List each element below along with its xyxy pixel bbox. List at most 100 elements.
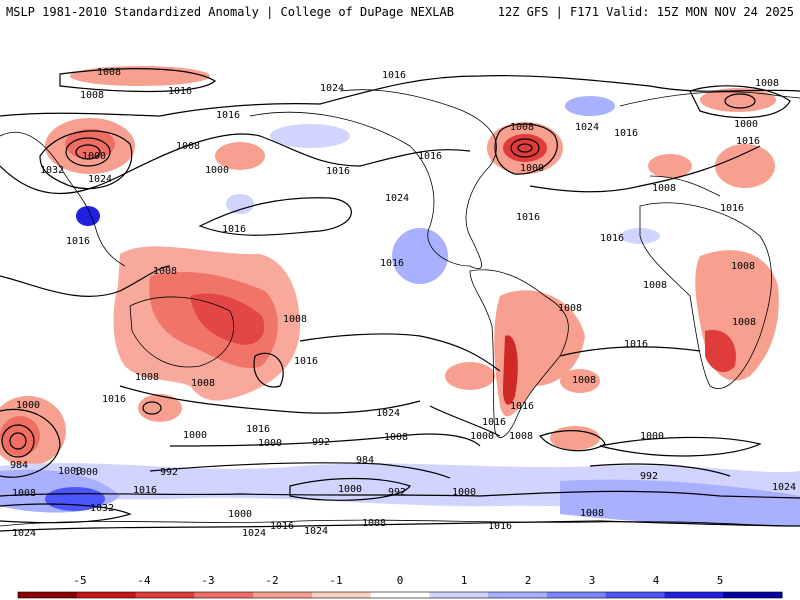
south-america-coast bbox=[469, 269, 569, 438]
isobar-labels: 1008 1016 1008 1016 1024 1016 1008 1016 … bbox=[10, 67, 796, 539]
colorbar-ticks: -5 -4 -3 -2 -1 0 1 2 3 4 5 bbox=[73, 574, 723, 587]
isobar-label: 984 bbox=[10, 460, 28, 471]
isobar-label: 1016 bbox=[488, 521, 512, 532]
isobar-label: 1008 bbox=[509, 431, 533, 442]
isobar-label: 1016 bbox=[720, 203, 744, 214]
isobar-label: 1008 bbox=[153, 266, 177, 277]
colorbar-segment bbox=[253, 592, 313, 598]
isobar-label: 1008 bbox=[755, 78, 779, 89]
isobar-label: 1008 bbox=[580, 508, 604, 519]
colorbar-tick-label: -2 bbox=[265, 574, 278, 587]
positive-anomaly-region bbox=[270, 124, 350, 148]
isobar-label: 1024 bbox=[304, 526, 328, 537]
isobar-label: 1032 bbox=[90, 503, 114, 514]
colorbar-segment bbox=[76, 592, 137, 598]
anomaly-colorbar: -5 -4 -3 -2 -1 0 1 2 3 4 5 bbox=[17, 574, 783, 599]
colorbar-tick-label: 4 bbox=[653, 574, 660, 587]
colorbar-tick-label: 0 bbox=[397, 574, 404, 587]
isobar-label: 1016 bbox=[380, 258, 404, 269]
map-title: MSLP 1981-2010 Standardized Anomaly | Co… bbox=[6, 5, 454, 19]
isobar-label: 1000 bbox=[82, 151, 106, 162]
isobar-label: 1032 bbox=[40, 165, 64, 176]
anomaly-shading bbox=[0, 66, 800, 526]
colorbar-tick-label: 1 bbox=[461, 574, 468, 587]
negative-anomaly-region bbox=[700, 88, 776, 112]
isobar-label: 1016 bbox=[66, 236, 90, 247]
colorbar-segment bbox=[664, 592, 724, 598]
colorbar-segment bbox=[135, 592, 195, 598]
isobar-label: 1000 bbox=[470, 431, 494, 442]
isobar-label: 1008 bbox=[510, 122, 534, 133]
positive-anomaly-region bbox=[565, 96, 615, 116]
negative-anomaly-core bbox=[65, 129, 115, 159]
colorbar-segment bbox=[370, 592, 430, 598]
negative-anomaly-core bbox=[503, 134, 547, 162]
isobar-label: 984 bbox=[356, 455, 374, 466]
isobar-label: 1024 bbox=[242, 528, 266, 539]
colorbar-segment bbox=[429, 592, 489, 598]
isobar-label: 992 bbox=[640, 471, 658, 482]
negative-anomaly-region bbox=[138, 394, 182, 422]
colorbar-tick-label: 2 bbox=[525, 574, 532, 587]
antarctica-coast bbox=[0, 519, 800, 527]
isobar-label: 1000 bbox=[228, 509, 252, 520]
isobar-label: 1016 bbox=[510, 401, 534, 412]
isobars bbox=[0, 68, 800, 532]
isobar-label: 1008 bbox=[97, 67, 121, 78]
isobar-label: 1000 bbox=[734, 119, 758, 130]
colorbar-segments bbox=[17, 591, 783, 599]
isobar-label: 1008 bbox=[384, 432, 408, 443]
isobar-label: 1000 bbox=[338, 484, 362, 495]
colorbar-tick-label: -4 bbox=[137, 574, 151, 587]
isobar-label: 1016 bbox=[736, 136, 760, 147]
isobar-label: 1016 bbox=[624, 339, 648, 350]
negative-anomaly-region bbox=[550, 426, 600, 450]
isobar-label: 1008 bbox=[652, 183, 676, 194]
isobar-label: 1016 bbox=[270, 521, 294, 532]
isobar-label: 1016 bbox=[418, 151, 442, 162]
isobar-label: 1000 bbox=[58, 466, 82, 477]
colorbar-tick-label: 5 bbox=[717, 574, 724, 587]
isobar-label: 1000 bbox=[452, 487, 476, 498]
colorbar-tick-label: -3 bbox=[201, 574, 214, 587]
colorbar-segment bbox=[18, 592, 78, 598]
negative-anomaly-region bbox=[215, 142, 265, 170]
isobar-label: 1000 bbox=[74, 467, 98, 478]
colorbar-segment bbox=[311, 592, 372, 598]
isobar-label: 1016 bbox=[133, 485, 157, 496]
colorbar-segment bbox=[723, 592, 783, 598]
isobar-label: 1016 bbox=[382, 70, 406, 81]
isobar-label: 992 bbox=[160, 467, 178, 478]
isobar-label: 1024 bbox=[88, 174, 112, 185]
model-run-label: 12Z GFS | F171 Valid: 15Z MON NOV 24 202… bbox=[497, 5, 794, 19]
colorbar-segment bbox=[488, 592, 548, 598]
isobar-label: 1016 bbox=[482, 417, 506, 428]
isobar-label: 1008 bbox=[80, 90, 104, 101]
negative-anomaly-region bbox=[648, 154, 692, 178]
colorbar-tick-label: 3 bbox=[589, 574, 596, 587]
positive-anomaly-region bbox=[392, 228, 448, 284]
coastlines bbox=[0, 89, 800, 527]
isobar-label: 1008 bbox=[362, 518, 386, 529]
colorbar-segment bbox=[605, 592, 665, 598]
isobar-label: 1000 bbox=[258, 438, 282, 449]
colorbar-tick-label: -5 bbox=[73, 574, 86, 587]
isobar-label: 1008 bbox=[643, 280, 667, 291]
negative-anomaly-region bbox=[560, 369, 600, 393]
isobar-label: 1008 bbox=[135, 372, 159, 383]
isobar-label: 1016 bbox=[168, 86, 192, 97]
negative-anomaly-region bbox=[494, 290, 585, 417]
isobar-label: 1024 bbox=[575, 122, 599, 133]
isobar-label: 1024 bbox=[320, 83, 344, 94]
isobar-label: 1024 bbox=[376, 408, 400, 419]
isobar-label: 1008 bbox=[558, 303, 582, 314]
isobar-label: 1008 bbox=[283, 314, 307, 325]
isobar-label: 992 bbox=[312, 437, 330, 448]
negative-anomaly-region bbox=[445, 362, 495, 390]
isobar-label: 1016 bbox=[216, 110, 240, 121]
australia-coast bbox=[129, 296, 235, 368]
isobar-label: 1000 bbox=[16, 400, 40, 411]
isobar-label: 1008 bbox=[732, 317, 756, 328]
isobar-label: 1008 bbox=[176, 141, 200, 152]
positive-anomaly-region bbox=[226, 194, 254, 214]
